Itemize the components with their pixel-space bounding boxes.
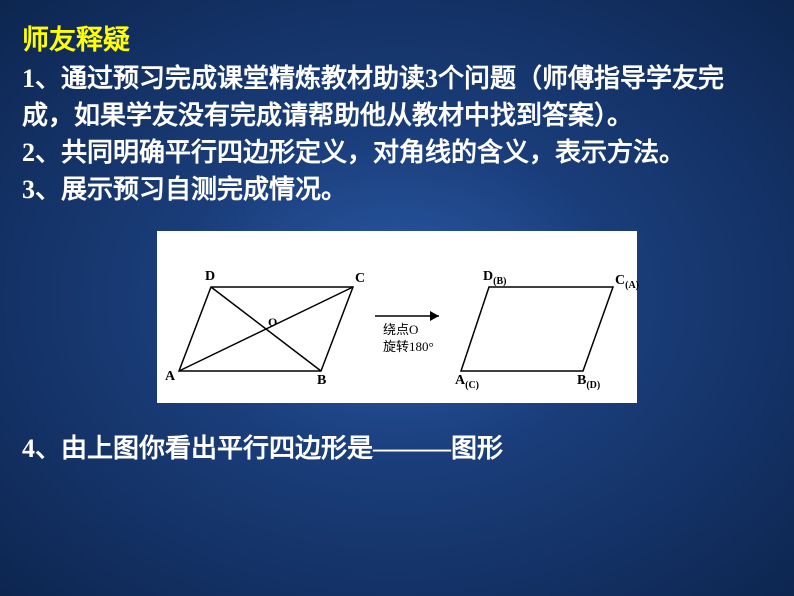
p2-label: 2、 [22,138,61,167]
label-left-b: B [317,373,326,389]
diagram-svg [157,231,637,403]
p4-blank: ——— [373,434,451,463]
paragraph-1: 1、通过预习完成课堂精炼教材助读3个问题（师傅指导学友完成，如果学友没有完成请帮… [22,61,772,135]
p1-text: 通过预习完成课堂精炼教材助读3个问题（师傅指导学友完成，如果学友没有完成请帮助他… [22,64,724,130]
label-left-d: D [205,269,215,285]
rotation-line2: 旋转180° [383,339,434,354]
right-parallelogram [461,287,613,371]
p2-text: 共同明确平行四边形定义，对角线的含义，表示方法。 [61,138,685,167]
parallelogram-diagram: A B C D O 绕点O 旋转180° A(C) B(D) C(A) D(B) [157,231,637,403]
label-right-b: B(D) [577,373,600,391]
label-right-d: D(B) [483,269,506,287]
p4-label: 4、 [22,434,61,463]
paragraph-4: 4、由上图你看出平行四边形是———图形 [22,431,772,468]
rotation-arrow [375,311,439,321]
paragraph-2: 2、共同明确平行四边形定义，对角线的含义，表示方法。 [22,135,772,172]
label-right-c: C(A) [615,273,639,291]
rotation-text: 绕点O 旋转180° [383,322,434,356]
p3-text: 展示预习自测完成情况。 [61,175,347,204]
rotation-line1: 绕点O [383,322,418,337]
label-right-a: A(C) [455,373,479,391]
left-parallelogram [179,287,353,371]
diagram-container: A B C D O 绕点O 旋转180° A(C) B(D) C(A) D(B) [22,231,772,403]
p4-text-b: 图形 [451,434,503,463]
p3-label: 3、 [22,175,61,204]
section-title: 师友释疑 [22,18,772,57]
label-left-o: O [268,315,277,330]
label-left-c: C [355,271,365,287]
paragraph-3: 3、展示预习自测完成情况。 [22,172,772,209]
p1-label: 1、 [22,64,61,93]
p4-text-a: 由上图你看出平行四边形是 [61,434,373,463]
label-left-a: A [165,369,175,385]
